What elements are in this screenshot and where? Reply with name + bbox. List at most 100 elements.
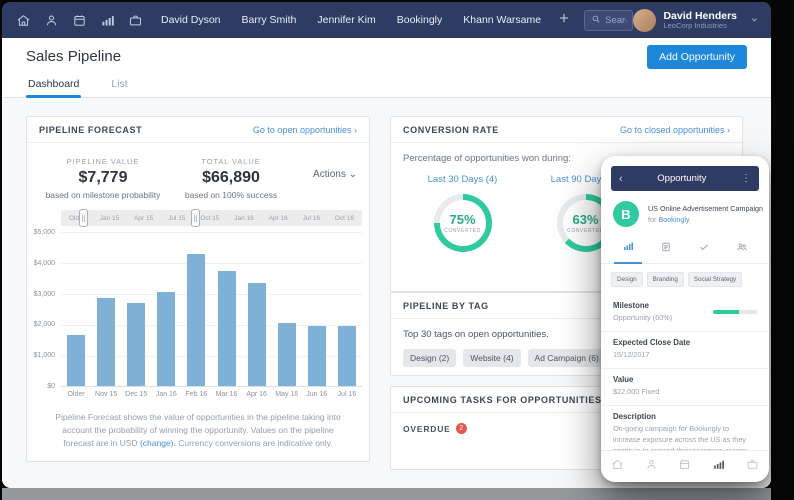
total-value-label: TOTAL VALUE — [201, 157, 261, 166]
page-tabs: Dashboard List — [2, 75, 771, 98]
timeline-range-slider[interactable]: Older Jan 15 Apr 15 Jul 15 Oct 15 Jan 16 Apr 1… — [61, 209, 362, 227]
tab-stats-icon[interactable] — [614, 236, 642, 264]
tag-subtitle: Top 30 tags on open opportunities. — [403, 329, 549, 340]
donut-90-percent: 63% — [572, 212, 599, 227]
kebab-menu-icon[interactable]: ⋮ — [740, 173, 751, 184]
forecast-chart: $5,000 $4,000 $3,000 $2,000 $1,000 $0 Older No… — [27, 229, 362, 398]
nav-menu-item[interactable]: Bookingly — [396, 14, 443, 26]
mobile-header: ‹ Opportunity ⋮ — [611, 166, 759, 191]
calendar-icon[interactable] — [72, 13, 87, 28]
slider-tick-label: Apr 15 — [134, 214, 154, 222]
nav-menu-item[interactable]: Barry Smith — [241, 14, 297, 26]
value-field: Value $22,000 Fixed — [601, 367, 769, 405]
home-icon[interactable] — [611, 458, 624, 476]
y-axis-labels: $5,000 $4,000 $3,000 $2,000 $1,000 $0 — [27, 229, 55, 390]
x-axis-tick: Dec 15 — [125, 391, 148, 398]
slider-tick-label: Oct 16 — [334, 214, 354, 222]
calendar-icon[interactable] — [678, 458, 691, 476]
x-axis-labels: Older Nov 15 Dec 15 Jan 16 Feb 16 Mar 16 Apr 1… — [61, 391, 362, 398]
search-icon — [591, 11, 601, 29]
chart-icon[interactable] — [100, 13, 115, 28]
overdue-count-badge[interactable]: 2 — [455, 423, 467, 434]
pipeline-by-tag-title: PIPELINE BY TAG — [403, 300, 489, 311]
tab-dashboard[interactable]: Dashboard — [26, 75, 82, 98]
tab-list[interactable]: List — [111, 78, 128, 90]
chart-bar[interactable] — [127, 302, 146, 386]
briefcase-icon[interactable] — [746, 458, 759, 476]
last-30-days-link[interactable]: Last 30 Days (4) — [427, 174, 498, 185]
contacts-icon[interactable] — [44, 13, 59, 28]
back-icon[interactable]: ‹ — [619, 172, 623, 185]
actions-dropdown[interactable]: Actions ⌄ — [313, 169, 357, 180]
y-axis-tick: $2,000 — [33, 321, 55, 329]
chart-icon[interactable] — [712, 458, 725, 476]
contacts-icon[interactable] — [645, 458, 658, 476]
tag-pill[interactable]: Website (4) — [463, 349, 521, 367]
slider-tick-label: Apr 16 — [268, 214, 288, 222]
pipeline-value-label: PIPELINE VALUE — [66, 157, 140, 166]
chart-bar[interactable] — [307, 325, 326, 386]
user-name: David Henders — [663, 9, 737, 22]
overdue-row: OVERDUE 2 — [391, 413, 742, 444]
add-opportunity-button[interactable]: Add Opportunity — [647, 44, 747, 69]
y-axis-tick: $4,000 — [33, 259, 55, 267]
slider-handle[interactable] — [191, 209, 200, 227]
tab-tasks-icon[interactable] — [690, 237, 718, 263]
slider-tick-label: Jan 16 — [234, 214, 254, 222]
tab-notes-icon[interactable] — [652, 237, 680, 263]
mobile-bottom-nav — [601, 450, 769, 482]
nav-menu-item[interactable]: David Dyson — [161, 14, 221, 26]
chart-bar[interactable] — [67, 335, 86, 386]
user-organization: LeoCorp Industries — [663, 20, 727, 30]
mobile-tag-pill[interactable]: Social Strategy — [687, 272, 743, 287]
mobile-tag-pill[interactable]: Branding — [646, 272, 684, 287]
total-value-stat: TOTAL VALUE $66,890 based on 100% succes… — [167, 157, 295, 200]
briefcase-icon[interactable] — [128, 13, 143, 28]
last-90-days-link[interactable]: Last 90 Days (4) — [550, 174, 621, 185]
search-input[interactable] — [605, 14, 627, 26]
slider-handle[interactable] — [79, 209, 88, 227]
tag-pill[interactable]: Design (2) — [403, 349, 457, 367]
tag-pill[interactable]: Ad Campaign (6) — [527, 349, 606, 367]
close-date-value: 15/12/2017 — [613, 349, 650, 359]
chart-bar[interactable] — [157, 292, 176, 386]
nav-menu-item[interactable]: Jennifer Kim — [317, 14, 376, 26]
value-value: $22,000 Fixed — [613, 386, 660, 396]
chart-bar[interactable] — [97, 298, 116, 386]
open-opportunities-link[interactable]: Go to open opportunities › — [252, 124, 357, 135]
page-header: Sales Pipeline Add Opportunity — [2, 38, 771, 75]
footer-text-post: . Currency conversions are indicative on… — [173, 438, 333, 449]
chevron-down-icon[interactable] — [750, 11, 759, 29]
app-window: David Dyson Barry Smith Jennifer Kim Bookin… — [2, 2, 771, 488]
y-axis-tick: $5,000 — [33, 229, 55, 236]
home-icon[interactable] — [16, 13, 31, 28]
change-currency-link[interactable]: (change) — [139, 438, 174, 449]
user-menu[interactable]: David Henders LeoCorp Industries — [633, 8, 759, 32]
search-box[interactable] — [584, 9, 634, 31]
x-axis-tick: Jul 16 — [337, 391, 357, 398]
nav-menu-item[interactable]: Khann Warsame — [463, 14, 542, 26]
donut-30-percent: 75% — [449, 212, 476, 227]
chart-bar[interactable] — [217, 270, 236, 386]
closed-opportunities-link[interactable]: Go to closed opportunities › — [619, 124, 730, 135]
company-link[interactable]: Bookingly — [658, 215, 690, 224]
chart-bar[interactable] — [247, 282, 266, 386]
add-new-icon[interactable] — [557, 11, 571, 30]
x-axis-tick: May 16 — [275, 391, 299, 398]
chart-bar[interactable] — [337, 325, 356, 386]
chart-bar[interactable] — [277, 322, 296, 386]
nav-icon-group — [16, 13, 143, 28]
mobile-icon-tabs — [601, 234, 769, 264]
opportunity-title: US Online Advertisement Campaign — [648, 204, 764, 213]
tab-people-icon[interactable] — [728, 237, 756, 263]
milestone-progress-bar — [713, 310, 757, 315]
mobile-tag-pill[interactable]: Design — [611, 272, 643, 287]
background-surface — [2, 488, 771, 500]
value-label: Value — [613, 374, 634, 384]
donut-30-caption: CONVERTED — [444, 228, 481, 234]
chart-bar[interactable] — [187, 253, 206, 386]
for-label: for — [648, 215, 657, 224]
overdue-label: OVERDUE — [403, 423, 451, 434]
last-30-days-column: Last 30 Days (4) 75% CONVERTED — [401, 174, 524, 252]
upcoming-tasks-title: UPCOMING TASKS FOR OPPORTUNITIES — [403, 394, 602, 405]
